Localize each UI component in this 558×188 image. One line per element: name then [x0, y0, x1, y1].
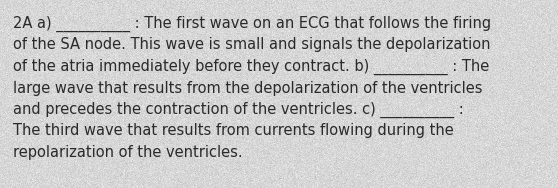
Text: 2A a) __________ : The first wave on an ECG that follows the firing: 2A a) __________ : The first wave on an …: [13, 16, 491, 32]
Text: The third wave that results from currents flowing during the: The third wave that results from current…: [13, 124, 454, 139]
Text: of the SA node. This wave is small and signals the depolarization: of the SA node. This wave is small and s…: [13, 37, 490, 52]
Text: repolarization of the ventricles.: repolarization of the ventricles.: [13, 145, 243, 160]
Text: of the atria immediately before they contract. b) __________ : The: of the atria immediately before they con…: [13, 59, 489, 75]
Text: large wave that results from the depolarization of the ventricles: large wave that results from the depolar…: [13, 80, 483, 96]
Text: and precedes the contraction of the ventricles. c) __________ :: and precedes the contraction of the vent…: [13, 102, 464, 118]
